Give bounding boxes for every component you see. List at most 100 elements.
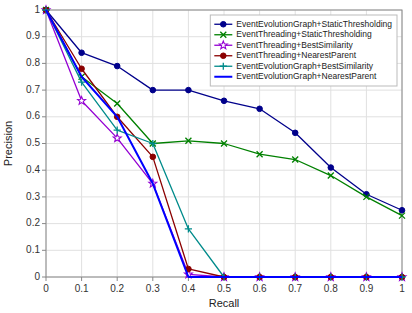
point-marker (257, 151, 263, 157)
series-line (46, 10, 402, 216)
tick-mark (117, 277, 118, 281)
tick-mark (42, 277, 46, 278)
point-marker (221, 98, 227, 104)
point-marker (221, 141, 227, 147)
point-marker (363, 194, 369, 200)
legend-label: EventThreading+StaticThresholding (236, 29, 372, 39)
tick-mark (46, 277, 47, 281)
legend-box (210, 15, 397, 86)
series-line (46, 10, 402, 277)
tick-mark (42, 63, 46, 64)
point-marker (328, 173, 334, 179)
point-marker (186, 87, 192, 93)
point-marker (257, 106, 263, 112)
tick-mark (42, 196, 46, 197)
tick-label: 0.8 (26, 57, 40, 68)
point-marker (292, 130, 298, 136)
series (42, 6, 405, 280)
point-marker (42, 6, 50, 14)
tick-label: 0.6 (253, 283, 267, 294)
tick-label: 0.9 (359, 283, 373, 294)
tick-mark (42, 223, 46, 224)
point-marker (150, 87, 156, 93)
point-marker (114, 127, 121, 134)
legend-marker (220, 21, 226, 27)
tick-label: 0.8 (324, 283, 338, 294)
plot-frame (46, 10, 402, 277)
legend-label: EventThreading+BestSimilarity (236, 40, 353, 50)
tick-mark (42, 143, 46, 144)
tick-mark (42, 90, 46, 91)
legend: EventEvolutionGraph+StaticThresholdingEv… (210, 15, 397, 86)
series (43, 7, 405, 280)
point-marker (78, 97, 86, 105)
tick-label: 0.2 (26, 217, 40, 228)
tick-label: 1 (399, 283, 405, 294)
point-marker (113, 134, 121, 142)
tick-mark (81, 277, 82, 281)
legend-marker (220, 53, 226, 59)
point-marker (185, 225, 192, 232)
series (46, 10, 402, 277)
tick-label: 0.1 (26, 244, 40, 255)
data-layer (42, 6, 406, 281)
series-line (46, 10, 402, 277)
tick-mark (42, 170, 46, 171)
grid-line (46, 170, 402, 171)
tick-label: 0.5 (217, 283, 231, 294)
tick-label: 0.5 (26, 137, 40, 148)
point-marker (399, 207, 405, 213)
tick-mark (152, 277, 153, 281)
legend-marker (220, 63, 227, 70)
point-marker (79, 50, 85, 56)
tick-label: 1 (34, 4, 40, 15)
axis-label: Recall (209, 297, 240, 309)
tick-label: 0.7 (26, 84, 40, 95)
chart: 0 0.1 0.2 0.3 0.4 0.5 0.6 0.7 0.8 0.9 1 0 0.1 0.2 0.3 0… (0, 0, 412, 313)
point-marker (114, 63, 120, 69)
legend-marker (220, 32, 226, 38)
legend-marker (219, 41, 227, 49)
grid-line (46, 116, 402, 117)
tick-label: 0.2 (110, 283, 124, 294)
point-marker (150, 154, 156, 160)
tick-label: 0.9 (26, 30, 40, 41)
grid-line (46, 196, 402, 197)
legend-swatch (214, 76, 232, 78)
series-line (46, 10, 402, 277)
series (43, 7, 405, 219)
point-marker (149, 140, 156, 147)
tick-mark (42, 36, 46, 37)
tick-label: 0.7 (288, 283, 302, 294)
legend-label: EventEvolutionGraph+StaticThresholding (236, 19, 392, 29)
grid (46, 10, 402, 277)
tick-mark (42, 250, 46, 251)
point-marker (185, 138, 191, 144)
tick-label: 0.6 (26, 110, 40, 121)
axis-label: Precision (2, 121, 14, 166)
point-marker (328, 165, 334, 171)
point-marker (399, 213, 405, 219)
series (42, 6, 406, 281)
tick-label: 0 (43, 283, 49, 294)
plot-background (46, 10, 402, 277)
legend-label: EventEvolutionGraph+NearestParent (236, 71, 377, 81)
legend-label: EventEvolutionGraph+BestSimilarity (236, 61, 374, 71)
tick-label: 0.4 (181, 283, 195, 294)
series (43, 7, 405, 213)
point-marker (114, 100, 120, 106)
grid-line (46, 250, 402, 251)
point-marker (150, 141, 156, 147)
tick-label: 0.3 (146, 283, 160, 294)
legend-label: EventThreading+NearestParent (236, 50, 356, 60)
point-marker (79, 66, 85, 72)
series-line (46, 10, 402, 277)
tick-label: 0.3 (26, 191, 40, 202)
tick-label: 0 (34, 271, 40, 282)
tick-label: 0.1 (75, 283, 89, 294)
tick-mark (42, 116, 46, 117)
grid-line (46, 223, 402, 224)
tick-label: 0.4 (26, 164, 40, 175)
point-marker (292, 157, 298, 163)
series-line (46, 10, 402, 210)
